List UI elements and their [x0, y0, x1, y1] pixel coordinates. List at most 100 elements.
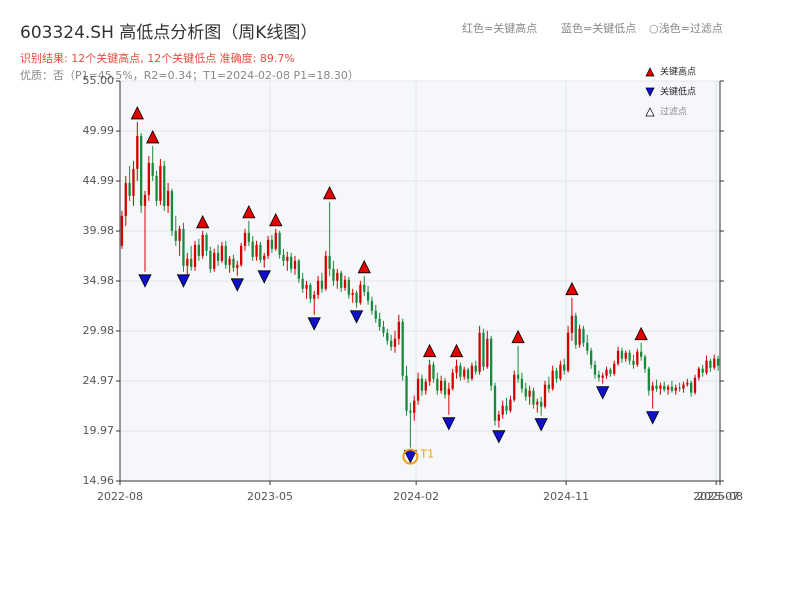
candle-body: [613, 363, 616, 374]
y-tick-label: 29.98: [83, 324, 115, 337]
candle-body: [136, 135, 139, 169]
candle-body: [209, 250, 212, 269]
candle-body: [709, 360, 712, 368]
y-tick-label: 39.98: [83, 224, 115, 237]
candle-body: [432, 364, 435, 379]
y-tick-label: 55.00: [83, 74, 115, 87]
candle-body: [328, 255, 331, 269]
candle-body: [193, 244, 197, 267]
legend-label: 关键低点: [660, 86, 696, 98]
candle-body: [270, 239, 274, 249]
candle-body: [574, 315, 577, 345]
candle-body: [155, 175, 158, 201]
candle-body: [463, 369, 466, 377]
candle-body: [324, 255, 327, 289]
candle-body: [436, 378, 439, 391]
key-high-marker: [196, 214, 210, 229]
candle-body: [255, 244, 258, 257]
candle-body: [624, 352, 627, 359]
candle-body: [343, 279, 347, 288]
x-tick-label: 2024-11: [543, 490, 589, 503]
candle-body: [370, 300, 374, 311]
candle-body: [151, 162, 154, 176]
candle-body: [378, 318, 381, 327]
key-high-marker: [565, 281, 579, 296]
candle-body: [536, 401, 539, 405]
candle-body: [616, 350, 620, 364]
candle-body: [590, 350, 593, 365]
key-low-marker: [596, 386, 610, 400]
candle-body: [716, 358, 720, 366]
key-low-marker: [534, 418, 548, 432]
candle-body: [447, 388, 450, 395]
key-low-marker: [230, 278, 244, 292]
candle-body: [332, 268, 335, 281]
candle-body: [197, 244, 200, 256]
key-low-marker: [349, 310, 364, 324]
candle-body: [401, 321, 404, 376]
candle-body: [228, 258, 231, 265]
candle-body: [347, 279, 350, 295]
candle-body: [266, 239, 270, 256]
candle-body: [355, 292, 358, 303]
candle-body: [443, 380, 447, 395]
candle-body: [578, 328, 581, 345]
candle-body: [147, 162, 150, 195]
candle-body: [551, 370, 554, 389]
candle-body: [674, 387, 677, 391]
candle-body: [382, 326, 385, 333]
candle-body: [528, 390, 531, 397]
candle-body: [678, 387, 681, 389]
candle-body: [474, 365, 477, 372]
x-tick-label: 2025-08: [697, 490, 743, 503]
candle-body: [278, 232, 281, 255]
candle-body: [366, 291, 370, 301]
candle-body: [259, 244, 262, 260]
chart-title: 603324.SH 高低点分析图（周K线图）: [20, 23, 317, 43]
candle-body: [316, 280, 320, 295]
y-tick-label: 14.96: [83, 474, 115, 487]
candle-body: [220, 245, 224, 261]
subtitle: 识别结果: 12个关键高点, 12个关键低点 准确度: 89.7%: [20, 51, 295, 65]
candle-body: [559, 364, 562, 379]
candle-body: [390, 340, 393, 347]
candle-body: [697, 368, 700, 378]
candle-body: [451, 372, 454, 389]
x-tick-label: 2025-07: [693, 490, 739, 503]
candle-body: [409, 410, 412, 413]
candle-body: [305, 284, 308, 289]
candle-body: [682, 384, 685, 389]
y-tick-label: 19.97: [83, 424, 115, 437]
candle-body: [505, 405, 508, 411]
candle-body: [140, 135, 143, 206]
y-tick-label: 24.97: [83, 374, 115, 387]
candle-body: [655, 385, 658, 389]
candle-body: [251, 241, 254, 257]
candle-body: [201, 234, 204, 256]
legend-label: 关键高点: [660, 66, 696, 78]
candle-body: [120, 215, 124, 246]
candle-body: [374, 310, 377, 319]
top-legend: 蓝色=关键低点: [561, 21, 636, 35]
candle-body: [628, 352, 631, 361]
legend-marker: [645, 67, 655, 77]
candle-body: [416, 378, 420, 401]
x-tick-label: 2022-08: [97, 490, 143, 503]
candle-body: [501, 405, 504, 415]
candle-body: [701, 368, 704, 373]
candle-body: [486, 338, 489, 367]
key-high-marker: [634, 326, 648, 341]
candle-body: [705, 360, 708, 373]
candle-body: [216, 252, 220, 261]
candle-body: [482, 332, 485, 367]
candle-body: [190, 258, 193, 267]
candle-body: [532, 390, 535, 405]
t1-marker: [402, 448, 419, 465]
candle-body: [686, 382, 689, 385]
top-legend: 红色=关键高点: [462, 21, 537, 35]
candle-body: [582, 328, 585, 343]
y-tick-label: 34.98: [83, 274, 115, 287]
candle-body: [516, 374, 520, 379]
candle-body: [205, 234, 208, 251]
